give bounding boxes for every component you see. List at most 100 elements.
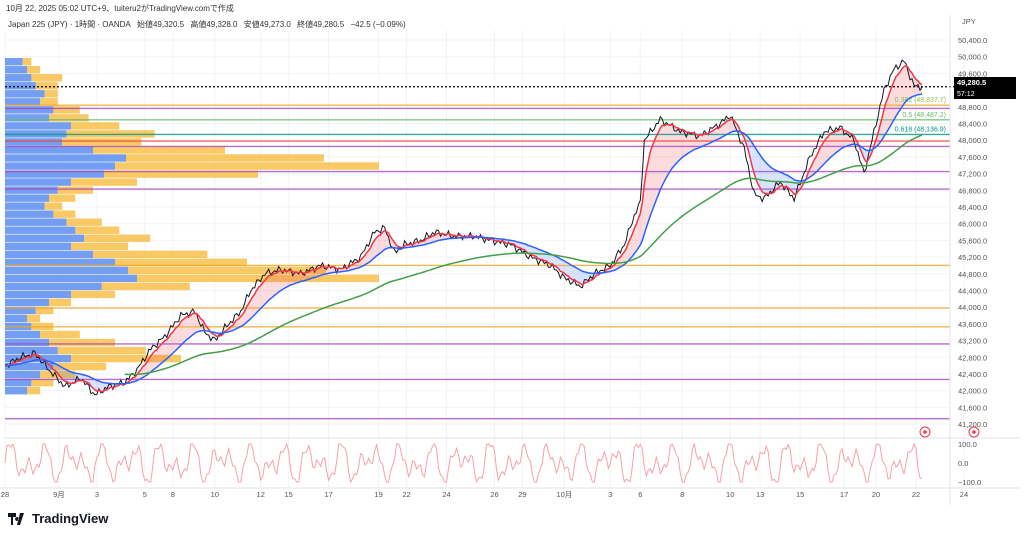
ma-cloud-fill	[580, 270, 583, 285]
volume-profile-bar-up	[5, 210, 54, 218]
ma-cloud-fill	[282, 270, 285, 290]
ma-cloud-fill	[176, 325, 179, 350]
ma-cloud-fill	[664, 124, 667, 182]
volume-profile-bar-up	[5, 218, 67, 226]
volume-profile-bar-down	[53, 106, 80, 114]
oscillator-tick-label: −100.0	[958, 478, 981, 487]
ma-cloud-fill	[906, 65, 909, 102]
ma-cloud-fill	[378, 234, 381, 255]
x-tick-label: 10月	[556, 490, 572, 499]
event-marker-icon[interactable]	[919, 426, 931, 438]
volume-profile-bar-up	[5, 154, 126, 162]
oscillator-tick-label: 0.0	[958, 459, 968, 468]
ma-cloud-fill	[392, 239, 395, 248]
ma-cloud-fill	[578, 268, 581, 284]
ma-cloud-fill	[262, 280, 265, 307]
ma-cloud-fill	[64, 369, 67, 382]
ma-cloud-fill	[566, 262, 569, 277]
symbol-name[interactable]: Japan 225 (JPY) · 1時間 · OANDA	[8, 20, 131, 29]
ma-cloud-fill	[308, 270, 311, 280]
ma-cloud-fill	[824, 138, 827, 164]
x-tick-label: 24	[442, 490, 450, 499]
ma-cloud-fill	[268, 275, 271, 301]
ma-cloud-fill	[296, 272, 299, 283]
volume-profile-bar-up	[5, 250, 93, 258]
volume-profile-bar-up	[5, 290, 71, 299]
fib-level-label: 0.618 (48,136.9)	[895, 126, 946, 133]
volume-profile-bar-down	[128, 266, 327, 275]
event-marker-icon[interactable]	[968, 426, 980, 438]
ma-cloud-fill	[382, 230, 385, 252]
x-tick-label: 8	[171, 490, 175, 499]
volume-profile-bar-up	[5, 106, 54, 114]
x-tick-label: 17	[324, 490, 332, 499]
volume-profile-bar-down	[57, 186, 93, 194]
ma-cloud-fill	[790, 177, 793, 192]
x-tick-label: 3	[95, 490, 99, 499]
ma-cloud-fill	[372, 240, 375, 260]
ma-line-slow	[124, 134, 923, 376]
ma-cloud-fill	[384, 230, 387, 250]
currency-label: JPY	[962, 17, 976, 26]
volume-profile-bar-down	[71, 354, 181, 363]
ma-cloud-fill	[98, 381, 101, 392]
ma-cloud-fill	[656, 132, 659, 200]
ma-cloud-fill	[266, 275, 269, 303]
ma-cloud-fill	[896, 74, 899, 117]
ma-cloud-fill	[832, 132, 835, 156]
volume-profile-bar-up	[5, 194, 49, 202]
volume-profile-bar-up	[5, 242, 71, 250]
x-tick-label: 5	[143, 490, 147, 499]
volume-profile-bar-up	[5, 178, 71, 186]
volume-profile-bar-up	[5, 58, 23, 66]
x-tick-label: 12	[257, 490, 265, 499]
ma-cloud-fill	[650, 145, 653, 216]
y-tick-label: 41,600.0	[958, 403, 987, 412]
y-tick-label: 46,400.0	[958, 203, 987, 212]
volume-profile-bar-down	[75, 226, 120, 234]
volume-profile-bar-down	[49, 194, 76, 202]
volume-profile-bar-down	[27, 314, 41, 323]
ma-cloud-fill	[634, 224, 637, 254]
y-tick-label: 41,200.0	[958, 420, 987, 429]
y-tick-label: 48,800.0	[958, 103, 987, 112]
volume-profile-bar-up	[5, 114, 49, 122]
y-tick-label: 43,600.0	[958, 320, 987, 329]
ma-cloud-fill	[288, 270, 291, 286]
x-tick-label: 20	[872, 490, 880, 499]
volume-profile-bar-down	[71, 178, 137, 186]
y-tick-label: 50,000.0	[958, 53, 987, 62]
ma-cloud-fill	[328, 266, 331, 274]
volume-profile-bar-up	[5, 314, 27, 323]
volume-profile-bar-down	[53, 210, 76, 218]
ma-cloud-fill	[762, 158, 765, 194]
ma-cloud-fill	[374, 237, 377, 258]
ma-cloud-fill	[528, 245, 531, 254]
ma-cloud-fill	[258, 285, 261, 311]
tradingview-logo-icon	[8, 512, 24, 525]
y-tick-label: 42,800.0	[958, 353, 987, 362]
volume-profile-bar-down	[115, 258, 247, 267]
ma-cloud-fill	[280, 270, 283, 291]
volume-profile-bar-up	[5, 226, 76, 234]
ma-cloud-fill	[628, 238, 631, 261]
volume-profile-bar-up	[5, 282, 102, 291]
ma-cloud-fill	[680, 129, 683, 160]
ma-cloud-fill	[822, 141, 825, 167]
volume-profile-bar-up	[5, 74, 32, 82]
x-tick-label: 22	[402, 490, 410, 499]
ma-cloud-fill	[818, 147, 821, 171]
ma-cloud-fill	[690, 132, 693, 152]
volume-profile-bar-down	[49, 114, 89, 122]
y-tick-label: 44,800.0	[958, 270, 987, 279]
y-tick-label: 44,000.0	[958, 303, 987, 312]
ma-cloud-fill	[28, 356, 31, 362]
ma-cloud-fill	[154, 349, 157, 369]
ma-cloud-fill	[186, 316, 189, 340]
volume-profile-bar-up	[5, 346, 58, 355]
x-tick-label: 15	[285, 490, 293, 499]
ma-cloud-fill	[428, 237, 431, 244]
ma-cloud-fill	[152, 350, 155, 371]
y-tick-label: 45,200.0	[958, 253, 987, 262]
